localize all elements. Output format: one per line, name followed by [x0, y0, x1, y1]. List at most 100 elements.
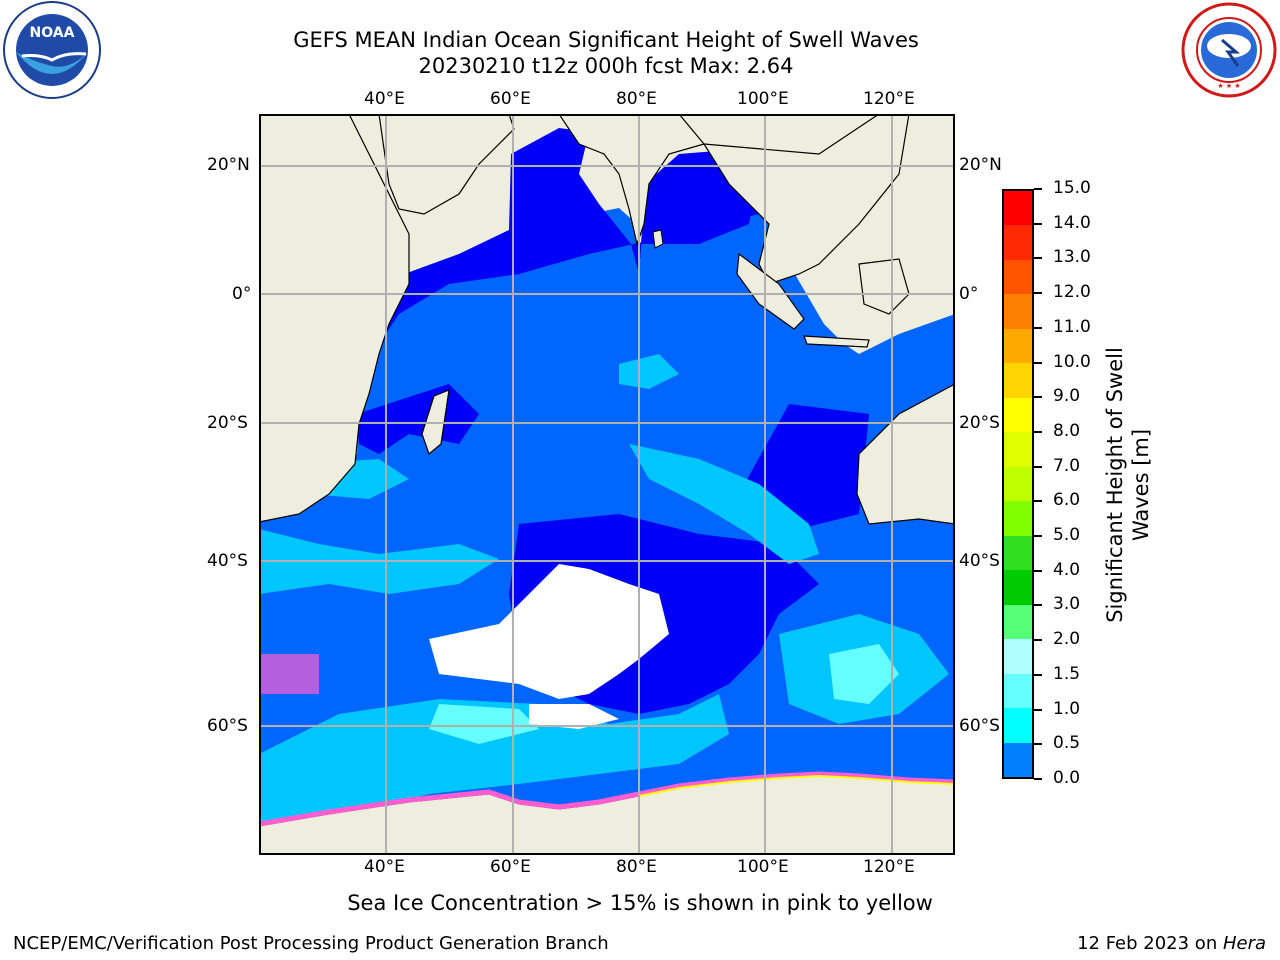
lon-label-top-80e: 80°E: [616, 89, 657, 109]
map-title-line1: GEFS MEAN Indian Ocean Significant Heigh…: [293, 28, 919, 52]
mozambique-channel-low: [357, 384, 479, 454]
colorbar-segment: [1004, 432, 1032, 467]
lat-label-left-0: 0°: [232, 284, 252, 304]
colorbar-tick-label: 6.0: [1053, 490, 1081, 511]
colorbar-tick-mark: [1034, 361, 1042, 364]
lon-label-top-100e: 100°E: [737, 89, 789, 109]
colorbar-segment: [1004, 397, 1032, 433]
lat-label-right-0: 0°: [959, 284, 979, 304]
colorbar-tick-label: 0.5: [1053, 733, 1081, 754]
colorbar-tick-mark: [1034, 743, 1042, 746]
footer-date: 12 Feb 2023 on Hera: [1077, 933, 1266, 954]
colorbar-tick-label: 9.0: [1053, 386, 1081, 407]
colorbar-segment: [1004, 328, 1032, 364]
colorbar-tick-mark: [1034, 326, 1042, 329]
sri-lanka-land: [652, 229, 664, 249]
footer-producer: NCEP/EMC/Verification Post Processing Pr…: [13, 933, 609, 954]
map-title-line2: 20230210 t12z 000h fcst Max: 2.64: [418, 54, 794, 78]
colorbar-tick-mark: [1034, 188, 1042, 190]
colorbar-tick-mark: [1034, 292, 1042, 295]
lat-label-left-40s: 40°S: [207, 551, 248, 571]
nws-logo-icon: ★ ★ ★: [1181, 2, 1277, 98]
sea-ice-note: Sea Ice Concentration > 15% is shown in …: [347, 891, 933, 915]
colorbar-tick-label: 10.0: [1053, 351, 1091, 372]
swell-band-south: [259, 694, 729, 834]
sumatra-land: [736, 252, 805, 330]
colorbar-segment: [1004, 225, 1032, 260]
colorbar-segment: [1004, 191, 1032, 226]
colorbar-tick-mark: [1034, 778, 1042, 780]
colorbar-tick-mark: [1034, 257, 1042, 260]
lat-label-left-20n: 20°N: [207, 155, 250, 175]
noaa-logo-icon: NOAA: [3, 1, 101, 99]
lon-label-top-120e: 120°E: [863, 89, 915, 109]
sea-ice-core: [638, 774, 955, 797]
lat-label-right-60s: 60°S: [959, 716, 1000, 736]
colorbar-tick-mark: [1034, 396, 1042, 399]
colorbar: [1002, 189, 1034, 779]
colorbar-segment: [1004, 570, 1032, 605]
arabia-land: [378, 114, 515, 215]
colorbar-tick-mark: [1034, 430, 1042, 433]
india-land: [558, 114, 706, 247]
map-gridlines: [259, 114, 955, 855]
svg-text:★ ★ ★: ★ ★ ★: [1217, 82, 1240, 90]
lat-label-right-20s: 20°S: [959, 413, 1000, 433]
lon-label-bottom-120e: 120°E: [863, 857, 915, 877]
ocean-base: [259, 162, 955, 855]
sea-ice-patch: [259, 654, 319, 694]
colorbar-segment: [1004, 466, 1032, 502]
masked-region-kerguelen: [429, 564, 669, 699]
lat-label-left-60s: 60°S: [207, 716, 248, 736]
colorbar-tick-label: 1.0: [1053, 698, 1081, 719]
lon-label-bottom-40e: 40°E: [364, 857, 405, 877]
africa-land: [259, 114, 410, 523]
lon-label-bottom-60e: 60°E: [490, 857, 531, 877]
swell-height-map: [259, 114, 955, 855]
colorbar-tick-mark: [1034, 500, 1042, 503]
colorbar-tick-mark: [1034, 673, 1042, 676]
lat-label-right-20n: 20°N: [959, 155, 1002, 175]
footer-host: Hera: [1222, 933, 1266, 954]
colorbar-tick-label: 2.0: [1053, 629, 1081, 650]
lat-label-left-20s: 20°S: [207, 413, 248, 433]
lon-label-top-40e: 40°E: [364, 89, 405, 109]
colorbar-tick-label: 13.0: [1053, 247, 1091, 268]
swell-max-southwest: [429, 704, 539, 744]
colorbar-tick-label: 15.0: [1053, 178, 1091, 198]
colorbar-segment: [1004, 259, 1032, 295]
lon-label-top-60e: 60°E: [490, 89, 531, 109]
swell-band-east: [629, 444, 819, 564]
colorbar-tick-label: 8.0: [1053, 420, 1081, 441]
colorbar-tick-label: 5.0: [1053, 525, 1081, 546]
southeast-asia-land: [702, 114, 910, 285]
colorbar-segment: [1004, 501, 1032, 536]
noaa-logo-text: NOAA: [30, 25, 75, 41]
australia-land: [856, 383, 955, 525]
masked-region-small: [529, 704, 619, 729]
colorbar-segment: [1004, 708, 1032, 743]
colorbar-label-line1: Significant Height of Swell: [1103, 347, 1127, 623]
lon-label-bottom-80e: 80°E: [616, 857, 657, 877]
colorbar-tick-mark: [1034, 708, 1042, 711]
colorbar-tick-mark: [1034, 222, 1042, 225]
colorbar-tick-label: 3.0: [1053, 594, 1081, 615]
colorbar-tick-mark: [1034, 465, 1042, 468]
colorbar-tick-label: 0.0: [1053, 768, 1081, 788]
swell-max-southeast: [829, 644, 899, 704]
colorbar-tick-mark: [1034, 639, 1042, 642]
footer-date-text: 12 Feb 2023 on: [1077, 933, 1223, 954]
colorbar-segment: [1004, 673, 1032, 709]
colorbar-segment: [1004, 639, 1032, 674]
java-land: [803, 335, 870, 348]
colorbar-tick-label: 7.0: [1053, 455, 1081, 476]
colorbar-segment: [1004, 742, 1032, 777]
colorbar-tick-mark: [1034, 569, 1042, 572]
colorbar-tick-label: 4.0: [1053, 559, 1081, 580]
colorbar-tick-mark: [1034, 604, 1042, 607]
colorbar-segment: [1004, 535, 1032, 571]
colorbar-tick-label: 12.0: [1053, 282, 1091, 303]
lon-label-bottom-100e: 100°E: [737, 857, 789, 877]
colorbar-tick-mark: [1034, 535, 1042, 538]
swell-band-central: [619, 354, 679, 389]
